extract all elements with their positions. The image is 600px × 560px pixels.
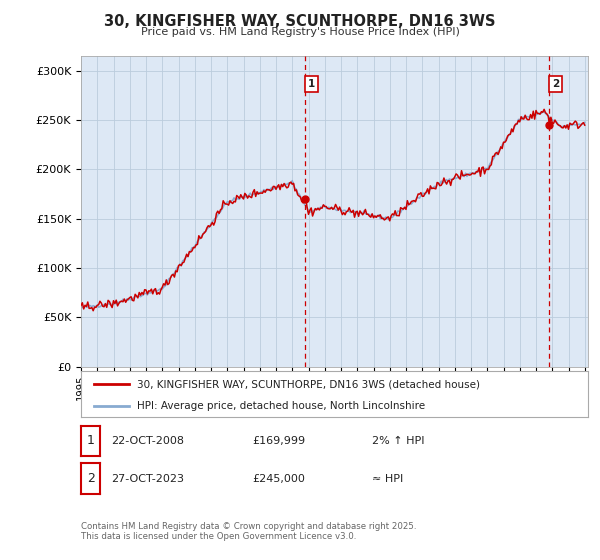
Text: Price paid vs. HM Land Registry's House Price Index (HPI): Price paid vs. HM Land Registry's House … [140, 27, 460, 37]
Text: ≈ HPI: ≈ HPI [372, 474, 403, 483]
Text: 30, KINGFISHER WAY, SCUNTHORPE, DN16 3WS: 30, KINGFISHER WAY, SCUNTHORPE, DN16 3WS [104, 14, 496, 29]
Text: 1: 1 [86, 435, 95, 447]
Text: £245,000: £245,000 [252, 474, 305, 483]
Text: 30, KINGFISHER WAY, SCUNTHORPE, DN16 3WS (detached house): 30, KINGFISHER WAY, SCUNTHORPE, DN16 3WS… [137, 379, 480, 389]
Text: 2% ↑ HPI: 2% ↑ HPI [372, 436, 425, 446]
Text: 2: 2 [86, 472, 95, 485]
Text: £169,999: £169,999 [252, 436, 305, 446]
Text: HPI: Average price, detached house, North Lincolnshire: HPI: Average price, detached house, Nort… [137, 401, 425, 410]
Text: Contains HM Land Registry data © Crown copyright and database right 2025.
This d: Contains HM Land Registry data © Crown c… [81, 522, 416, 542]
Text: 22-OCT-2008: 22-OCT-2008 [111, 436, 184, 446]
Text: 2: 2 [552, 79, 559, 88]
Text: 27-OCT-2023: 27-OCT-2023 [111, 474, 184, 483]
Text: 1: 1 [308, 79, 315, 88]
